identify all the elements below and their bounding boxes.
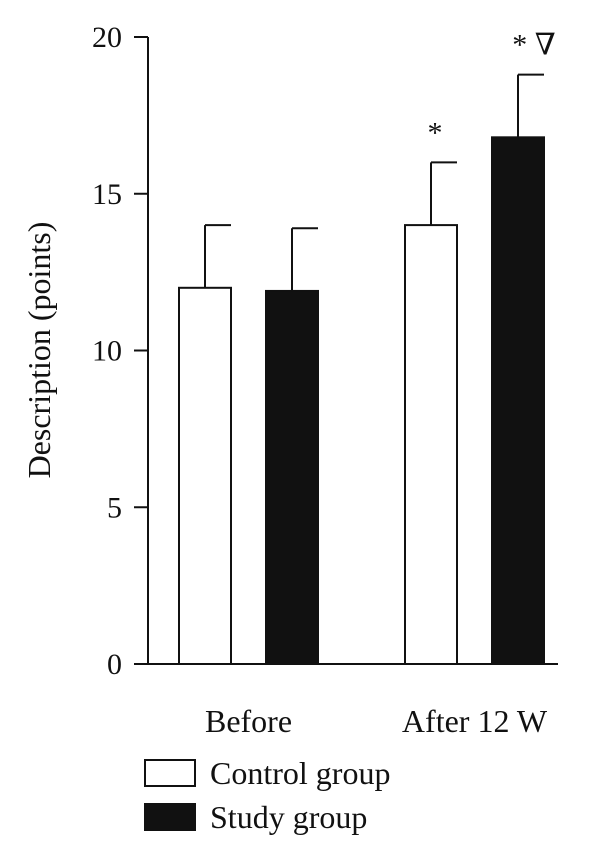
- x-category-label: After 12 W: [402, 703, 548, 739]
- y-tick-label: 10: [92, 335, 122, 368]
- significance-marker: *: [428, 116, 443, 149]
- legend-label: Control group: [210, 755, 390, 791]
- y-axis-title: Description (points): [21, 222, 57, 479]
- y-tick-label: 5: [107, 491, 122, 524]
- bar: [178, 286, 232, 665]
- bar: [404, 224, 458, 665]
- legend-swatch: [144, 759, 196, 787]
- y-tick-label: 15: [92, 178, 122, 211]
- x-category-label: Before: [205, 703, 292, 739]
- y-tick-label: 0: [107, 648, 122, 681]
- legend: Control group Study group: [144, 755, 390, 835]
- significance-marker: * ∇: [512, 29, 556, 62]
- bar: [265, 289, 319, 665]
- bar: [491, 136, 545, 665]
- legend-swatch: [144, 803, 196, 831]
- plot-area: 0 5 10 15 20 Before After 12 W * * ∇: [92, 21, 558, 739]
- legend-label: Study group: [210, 799, 367, 835]
- y-tick-label: 20: [92, 21, 122, 54]
